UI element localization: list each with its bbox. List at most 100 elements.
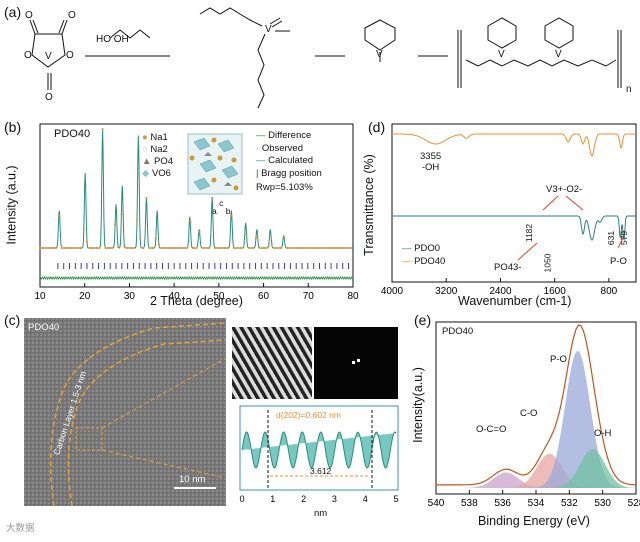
observed-point: [292, 246, 295, 250]
observed-point: [286, 246, 289, 250]
observed-point: [232, 246, 236, 249]
observed-point: [289, 246, 292, 250]
chart-e-xlabel: Binding Energy (eV): [478, 514, 590, 528]
arrow-vo-left: [542, 195, 559, 211]
observed-point: [229, 214, 233, 217]
vanadium-atom-4: V: [498, 49, 505, 60]
observed-point: [283, 236, 286, 239]
xtick-label: 530: [594, 498, 611, 509]
observed-point: [98, 246, 101, 250]
xtick-label: 3200: [435, 286, 458, 297]
observed-point: [204, 246, 207, 250]
xtick-label: 80: [347, 291, 359, 302]
ifft-image: [232, 327, 312, 399]
po4-symbol-icon: ▲: [142, 156, 152, 167]
observed-point: [42, 246, 45, 250]
xtick-label: 1600: [544, 286, 567, 297]
observed-point: [120, 213, 123, 216]
observed-point: [101, 128, 104, 131]
observed-point: [95, 246, 98, 250]
observed-point: [126, 246, 129, 250]
pdo0-curve: [392, 215, 636, 241]
profile-curve: [241, 431, 397, 469]
legend-pdo0: — PDO0: [402, 243, 441, 254]
panel-label-c: (c): [4, 312, 21, 328]
observed-dot-icon: ·: [256, 142, 260, 154]
observed-point: [329, 246, 333, 250]
observed-point: [186, 246, 189, 249]
span-label: 3.612: [310, 466, 332, 476]
observed-point: [67, 246, 70, 250]
legend-atoms: ● Na1 ○ Na2 ▲ PO4 ◆ VO6: [142, 132, 173, 180]
panel-label-a: (a): [4, 4, 22, 20]
observed-point: [45, 246, 48, 250]
chart-e-sample: PDO40: [442, 326, 474, 337]
chart-e: 540 538 536 534 532 530 528 PDO40 O-C=O C-O P-…: [410, 318, 640, 537]
profile-xtick-label: 0: [239, 494, 244, 504]
observed-point: [311, 246, 314, 250]
observed-point: [164, 246, 167, 250]
xtick-label: 10: [34, 291, 46, 302]
difference-line-icon: —: [256, 130, 266, 141]
observed-point: [123, 245, 126, 248]
peak-label-co: C-O: [520, 408, 538, 419]
peak-label-po: P-O: [550, 354, 567, 365]
xtick-label: 40: [169, 291, 181, 302]
observed-point: [220, 246, 223, 250]
zoom-box: [75, 427, 103, 451]
fft-spot-2: [357, 359, 360, 362]
observed-point: [110, 246, 114, 250]
line-profile-svg: 0 1 2 3 4 5: [239, 405, 399, 504]
pdo0-line-icon: —: [402, 243, 412, 254]
chart-b: 10 20 30 40 50 60 70 80 PDO40 ● Na1 ○ Na2 ▲ PO4…: [0, 118, 360, 310]
observed-point: [339, 246, 342, 250]
observed-point: [51, 246, 54, 250]
panel-label-d: (d): [368, 119, 386, 135]
arrow-po4: [517, 242, 538, 261]
observed-point: [298, 246, 301, 250]
chart-d: 4000 3200 2400 1600 800 3355 -OH V3+-O2- 118…: [362, 118, 640, 310]
xtick-label: 60: [258, 291, 270, 302]
observed-point: [239, 246, 242, 250]
oxygen-atom: O: [24, 50, 32, 61]
bragg-positions: [57, 263, 350, 269]
xtick-label: 30: [124, 291, 136, 302]
na1-symbol-icon: ●: [142, 132, 148, 143]
vanadium-atom-1: V: [45, 51, 52, 62]
xps-peak-po: [436, 350, 636, 488]
xps-peak-oco: [436, 472, 636, 488]
legend-vo6: ◆ VO6: [142, 168, 171, 179]
observed-point: [173, 246, 176, 250]
legend-na2: ○ Na2: [142, 144, 168, 155]
observed-point: [88, 246, 92, 250]
chart-b-svg: 10 20 30 40 50 60 70 80: [34, 123, 359, 302]
hrtem-overlay: [24, 318, 226, 506]
observed-point: [167, 246, 170, 250]
observed-point: [342, 246, 345, 250]
observed-point: [211, 196, 214, 200]
observed-point: [348, 246, 351, 250]
calculated-line-icon: —: [256, 155, 266, 166]
peak-1050: 1050: [542, 253, 553, 273]
observed-point: [336, 246, 339, 250]
observed-point: [79, 246, 82, 250]
profile-xlabel: nm: [314, 508, 328, 519]
observed-point: [70, 246, 73, 250]
chart-d-frame: [391, 123, 637, 283]
observed-point: [198, 230, 201, 234]
xtick-label: 540: [428, 498, 445, 509]
profile-xtick-label: 4: [363, 494, 368, 504]
observed-point: [279, 246, 283, 250]
observed-point: [267, 245, 270, 248]
peak-label-oco: O-C=O: [476, 424, 507, 435]
peak-1182: 1182: [524, 223, 535, 243]
vo6-symbol-icon: ◆: [142, 168, 150, 179]
observed-point: [176, 246, 179, 250]
carbon-layer-inner: [67, 339, 226, 506]
diol-label: HO OH: [96, 34, 129, 45]
legend-observed: · Observed: [256, 142, 303, 154]
observed-point: [195, 246, 198, 250]
observed-point: [73, 246, 76, 250]
observed-point: [170, 246, 173, 250]
profile-xtick-label: 2: [301, 494, 306, 504]
